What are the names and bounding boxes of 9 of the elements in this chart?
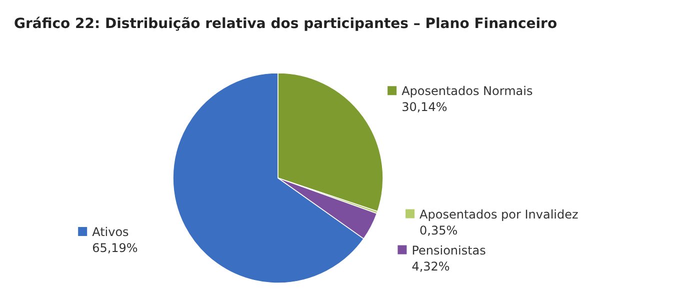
chart-title: Gráfico 22: Distribuição relativa dos participantes – Plano Financeiro (14, 16, 558, 32)
legend-label: Ativos (92, 225, 129, 240)
data-label: 65,19% (92, 241, 138, 256)
data-label: 4,32% (412, 259, 450, 274)
legend-label: Aposentados Normais (402, 84, 533, 98)
legend-label: Pensionistas (412, 243, 486, 258)
data-label: 30,14% (402, 100, 448, 114)
data-label: 0,35% (420, 223, 458, 238)
legend-label: Aposentados por Invalidez (420, 207, 578, 222)
